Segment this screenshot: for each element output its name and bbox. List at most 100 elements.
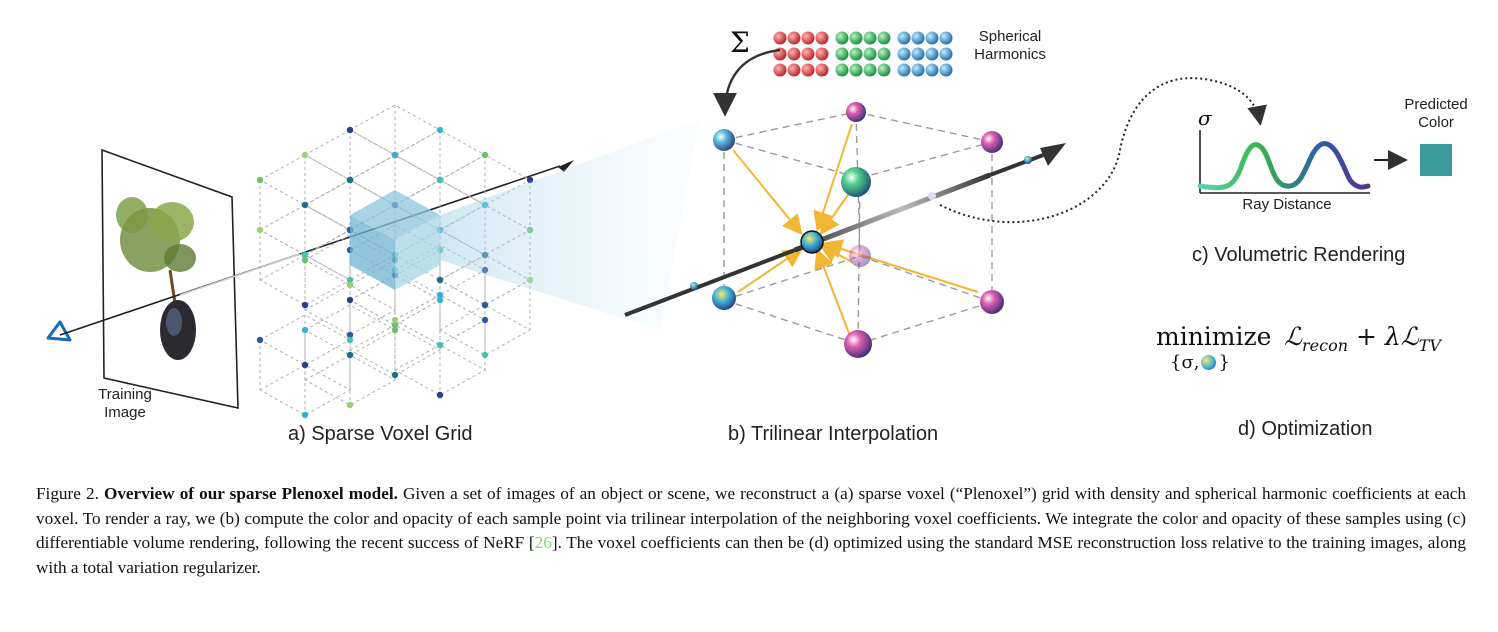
sh-basis-sphere	[801, 63, 815, 77]
sh-basis-sphere	[877, 47, 891, 61]
voxel-node	[301, 411, 309, 419]
sh-basis-sphere	[939, 63, 953, 77]
voxel-node	[301, 201, 309, 209]
voxel-node	[346, 276, 354, 284]
voxel-node	[436, 291, 444, 299]
density-plot	[1197, 130, 1371, 194]
loss-expression: ℒrecon + λℒTV	[1284, 322, 1441, 355]
voxel-node	[436, 276, 444, 284]
sh-basis-sphere	[925, 63, 939, 77]
sh-basis-sphere	[911, 47, 925, 61]
voxel-node	[346, 336, 354, 344]
voxel-node	[256, 176, 264, 184]
voxel-node	[346, 331, 354, 339]
minimize-operator: minimize	[1156, 322, 1272, 351]
sh-voxel-spheres	[712, 102, 1004, 358]
voxel-node	[301, 151, 309, 159]
sh-basis-sphere	[897, 47, 911, 61]
sh-basis-sphere	[939, 47, 953, 61]
training-image-label: Training Image	[98, 386, 152, 421]
sh-basis-sphere	[787, 31, 801, 45]
voxel-node	[481, 316, 489, 324]
figure-illustration	[46, 31, 1452, 419]
camera-icon	[46, 320, 72, 342]
sum-symbol: Σ	[730, 26, 750, 59]
sh-basis-sphere	[787, 47, 801, 61]
minimize-subscript: {σ,}	[1170, 352, 1230, 373]
sh-basis-sphere	[877, 63, 891, 77]
sh-basis-sphere	[815, 63, 829, 77]
sh-basis-sphere	[815, 31, 829, 45]
voxel-node	[481, 301, 489, 309]
sum-arrow	[713, 48, 781, 117]
predicted-color-label: Predicted Color	[1404, 96, 1468, 131]
voxel-node	[301, 361, 309, 369]
sh-basis-sphere	[835, 47, 849, 61]
sh-basis-sphere	[849, 31, 863, 45]
sh-basis-sphere	[925, 31, 939, 45]
voxel-node	[346, 401, 354, 409]
sh-basis-sphere	[773, 63, 787, 77]
sh-basis-sphere	[877, 31, 891, 45]
predicted-color-swatch	[1420, 144, 1452, 176]
ray-distance-label: Ray Distance	[1242, 196, 1332, 213]
plant-icon	[116, 197, 196, 360]
voxel-node	[256, 336, 264, 344]
interpolation-cube	[723, 111, 993, 345]
spherical-harmonics-label: Spherical Harmonics	[974, 28, 1046, 63]
voxel-node	[346, 351, 354, 359]
sh-basis-sphere	[925, 47, 939, 61]
sh-basis-sphere	[911, 31, 925, 45]
sh-basis-sphere	[863, 31, 877, 45]
sigma-axis-label: σ	[1198, 106, 1212, 130]
sh-basis-sphere	[849, 47, 863, 61]
highlighted-voxel	[350, 190, 440, 290]
voxel-node	[481, 151, 489, 159]
voxel-node	[346, 176, 354, 184]
zoom-beam	[440, 120, 700, 330]
panel-b-label: b) Trilinear Interpolation	[728, 423, 939, 445]
voxel-node	[301, 301, 309, 309]
voxel-node	[301, 251, 309, 259]
voxel-node	[391, 151, 399, 159]
sh-basis-sphere	[787, 63, 801, 77]
voxel-node	[301, 256, 309, 264]
voxel-node	[481, 351, 489, 359]
panel-c-label: c) Volumetric Rendering	[1192, 244, 1406, 266]
figure-caption: Figure 2. Overview of our sparse Plenoxe…	[36, 484, 1466, 577]
sh-basis-sphere	[911, 63, 925, 77]
voxel-node	[436, 176, 444, 184]
voxel-node	[346, 126, 354, 134]
training-image-panel	[101, 148, 239, 410]
voxel-node	[391, 326, 399, 334]
sh-basis-sphere	[773, 47, 787, 61]
voxel-node	[436, 341, 444, 349]
voxel-node	[391, 316, 399, 324]
sh-basis-sphere	[835, 31, 849, 45]
caption-title: Overview of our sparse Plenoxel model.	[103, 484, 398, 503]
sh-basis-sphere	[863, 47, 877, 61]
sh-basis-sphere	[773, 31, 787, 45]
dotted-link-arrow	[939, 77, 1267, 224]
sh-basis-sphere	[835, 63, 849, 77]
voxel-node	[391, 321, 399, 329]
voxel-node	[346, 281, 354, 289]
voxel-node	[256, 226, 264, 234]
spherical-harmonics-grid	[773, 31, 953, 77]
voxel-node	[436, 391, 444, 399]
sh-basis-sphere	[897, 63, 911, 77]
sh-basis-sphere	[849, 63, 863, 77]
voxel-node	[391, 371, 399, 379]
sh-basis-sphere	[939, 31, 953, 45]
panel-a-label: a) Sparse Voxel Grid	[288, 423, 473, 445]
voxel-node	[436, 126, 444, 134]
voxel-node	[301, 326, 309, 334]
citation-link[interactable]: 26	[534, 533, 552, 552]
sh-basis-sphere	[801, 47, 815, 61]
sh-basis-sphere	[801, 31, 815, 45]
sh-basis-sphere	[863, 63, 877, 77]
sh-basis-sphere	[815, 47, 829, 61]
voxel-node	[346, 296, 354, 304]
voxel-node	[436, 296, 444, 304]
panel-d-label: d) Optimization	[1238, 418, 1373, 440]
